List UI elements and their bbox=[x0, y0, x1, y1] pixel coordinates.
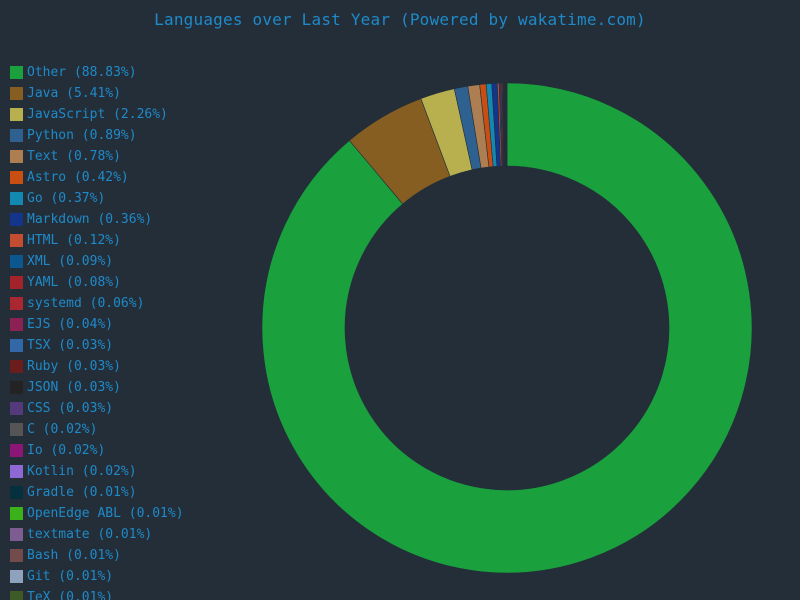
legend-item: C (0.02%) bbox=[10, 419, 250, 440]
legend-label: Java (5.41%) bbox=[27, 86, 121, 101]
legend-swatch bbox=[10, 360, 23, 373]
legend-swatch bbox=[10, 108, 23, 121]
legend-label: Git (0.01%) bbox=[27, 569, 114, 584]
legend-swatch bbox=[10, 318, 23, 331]
legend-item: Kotlin (0.02%) bbox=[10, 461, 250, 482]
legend-label: Gradle (0.01%) bbox=[27, 485, 137, 500]
legend-item: Python (0.89%) bbox=[10, 125, 250, 146]
legend-swatch bbox=[10, 171, 23, 184]
legend-label: TSX (0.03%) bbox=[27, 338, 114, 353]
legend-item: textmate (0.01%) bbox=[10, 524, 250, 545]
legend-item: HTML (0.12%) bbox=[10, 230, 250, 251]
legend-item: XML (0.09%) bbox=[10, 251, 250, 272]
legend-item: Text (0.78%) bbox=[10, 146, 250, 167]
legend-item: TeX (0.01%) bbox=[10, 587, 250, 600]
legend-label: OpenEdge ABL (0.01%) bbox=[27, 506, 184, 521]
legend-item: systemd (0.06%) bbox=[10, 293, 250, 314]
legend-swatch bbox=[10, 507, 23, 520]
legend-swatch bbox=[10, 381, 23, 394]
legend-label: Bash (0.01%) bbox=[27, 548, 121, 563]
legend-swatch bbox=[10, 213, 23, 226]
legend-swatch bbox=[10, 234, 23, 247]
legend-label: C (0.02%) bbox=[27, 422, 98, 437]
legend-item: Gradle (0.01%) bbox=[10, 482, 250, 503]
legend-label: Markdown (0.36%) bbox=[27, 212, 153, 227]
pie-slice bbox=[261, 82, 753, 574]
legend-label: Text (0.78%) bbox=[27, 149, 121, 164]
legend-swatch bbox=[10, 591, 23, 600]
legend-item: Other (88.83%) bbox=[10, 62, 250, 83]
legend-item: Markdown (0.36%) bbox=[10, 209, 250, 230]
legend-item: TSX (0.03%) bbox=[10, 335, 250, 356]
legend-label: Kotlin (0.02%) bbox=[27, 464, 137, 479]
legend-label: JSON (0.03%) bbox=[27, 380, 121, 395]
legend-label: XML (0.09%) bbox=[27, 254, 114, 269]
legend-label: CSS (0.03%) bbox=[27, 401, 114, 416]
legend-label: YAML (0.08%) bbox=[27, 275, 121, 290]
legend-swatch bbox=[10, 570, 23, 583]
legend-swatch bbox=[10, 402, 23, 415]
legend-label: textmate (0.01%) bbox=[27, 527, 153, 542]
legend-label: Io (0.02%) bbox=[27, 443, 106, 458]
chart-title: Languages over Last Year (Powered by wak… bbox=[154, 10, 646, 29]
legend-label: systemd (0.06%) bbox=[27, 296, 145, 311]
chart-legend: Other (88.83%) Java (5.41%) JavaScript (2.… bbox=[10, 62, 250, 600]
legend-swatch bbox=[10, 339, 23, 352]
legend-item: CSS (0.03%) bbox=[10, 398, 250, 419]
legend-swatch bbox=[10, 150, 23, 163]
legend-swatch bbox=[10, 465, 23, 478]
legend-swatch bbox=[10, 87, 23, 100]
legend-swatch bbox=[10, 486, 23, 499]
legend-item: EJS (0.04%) bbox=[10, 314, 250, 335]
legend-label: Other (88.83%) bbox=[27, 65, 137, 80]
legend-label: Ruby (0.03%) bbox=[27, 359, 121, 374]
legend-item: YAML (0.08%) bbox=[10, 272, 250, 293]
legend-item: Java (5.41%) bbox=[10, 83, 250, 104]
legend-swatch bbox=[10, 444, 23, 457]
legend-swatch bbox=[10, 297, 23, 310]
legend-item: JSON (0.03%) bbox=[10, 377, 250, 398]
legend-label: Astro (0.42%) bbox=[27, 170, 129, 185]
legend-swatch bbox=[10, 528, 23, 541]
legend-item: Bash (0.01%) bbox=[10, 545, 250, 566]
legend-swatch bbox=[10, 255, 23, 268]
legend-swatch bbox=[10, 192, 23, 205]
legend-label: Python (0.89%) bbox=[27, 128, 137, 143]
legend-label: JavaScript (2.26%) bbox=[27, 107, 168, 122]
legend-item: JavaScript (2.26%) bbox=[10, 104, 250, 125]
legend-swatch bbox=[10, 129, 23, 142]
legend-swatch bbox=[10, 549, 23, 562]
legend-swatch bbox=[10, 66, 23, 79]
legend-label: Go (0.37%) bbox=[27, 191, 106, 206]
legend-item: Ruby (0.03%) bbox=[10, 356, 250, 377]
legend-label: EJS (0.04%) bbox=[27, 317, 114, 332]
legend-swatch bbox=[10, 276, 23, 289]
legend-item: OpenEdge ABL (0.01%) bbox=[10, 503, 250, 524]
legend-item: Go (0.37%) bbox=[10, 188, 250, 209]
legend-swatch bbox=[10, 423, 23, 436]
legend-label: HTML (0.12%) bbox=[27, 233, 121, 248]
legend-label: TeX (0.01%) bbox=[27, 590, 114, 600]
legend-item: Astro (0.42%) bbox=[10, 167, 250, 188]
legend-item: Git (0.01%) bbox=[10, 566, 250, 587]
legend-item: Io (0.02%) bbox=[10, 440, 250, 461]
